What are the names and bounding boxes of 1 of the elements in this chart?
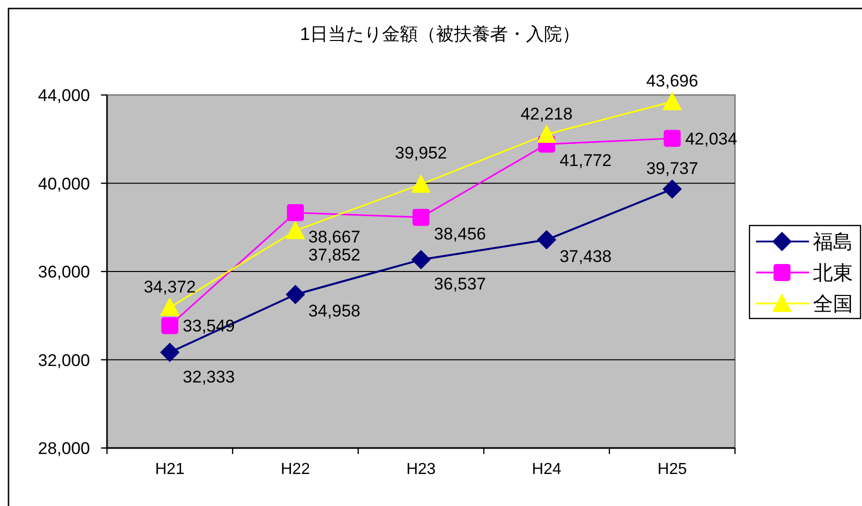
title: 1日当たり金額（被扶養者・入院） bbox=[300, 24, 580, 44]
